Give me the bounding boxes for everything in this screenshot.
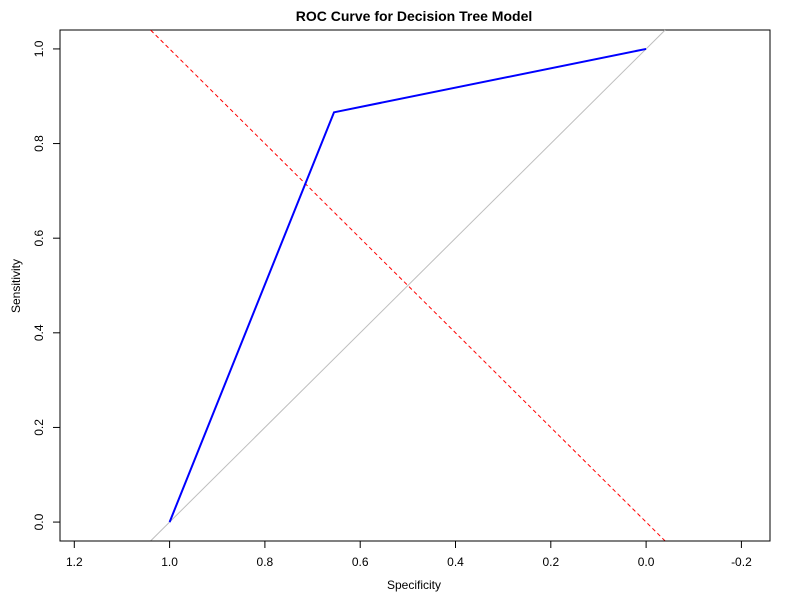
y-axis: 0.0 0.2 0.4 0.6 0.8 1.0 [32, 40, 61, 530]
roc-series [168, 47, 647, 523]
plot-frame [59, 29, 771, 542]
y-axis-label: Sensitivity [9, 259, 23, 313]
reference-lines [150, 29, 666, 542]
x-axis: 1.2 1.0 0.8 0.6 0.4 0.2 0.0 -0.2 [66, 540, 752, 569]
y-tick-label: 0.6 [32, 230, 46, 247]
x-tick-label: 0.6 [352, 555, 369, 569]
x-tick-label: 0.0 [638, 555, 655, 569]
x-tick-label: 0.8 [257, 555, 274, 569]
y-tick-label: 0.4 [32, 324, 46, 341]
y-tick-label: 0.2 [32, 419, 46, 436]
x-tick-label: 1.2 [66, 555, 83, 569]
y-tick-label: 0.8 [32, 135, 46, 152]
x-tick-label: -0.2 [731, 555, 752, 569]
x-tick-label: 0.2 [542, 555, 559, 569]
y-tick-label: 1.0 [32, 40, 46, 57]
x-axis-label: Specificity [387, 578, 441, 592]
roc-curve-line-0 [168, 47, 647, 523]
y-tick-label: 0.0 [32, 513, 46, 530]
x-tick-label: 0.4 [447, 555, 464, 569]
diagonal-reference-line [150, 29, 666, 542]
chart-title: ROC Curve for Decision Tree Model [296, 8, 533, 24]
anti-diagonal-reference-line [150, 29, 666, 542]
x-tick-label: 1.0 [161, 555, 178, 569]
